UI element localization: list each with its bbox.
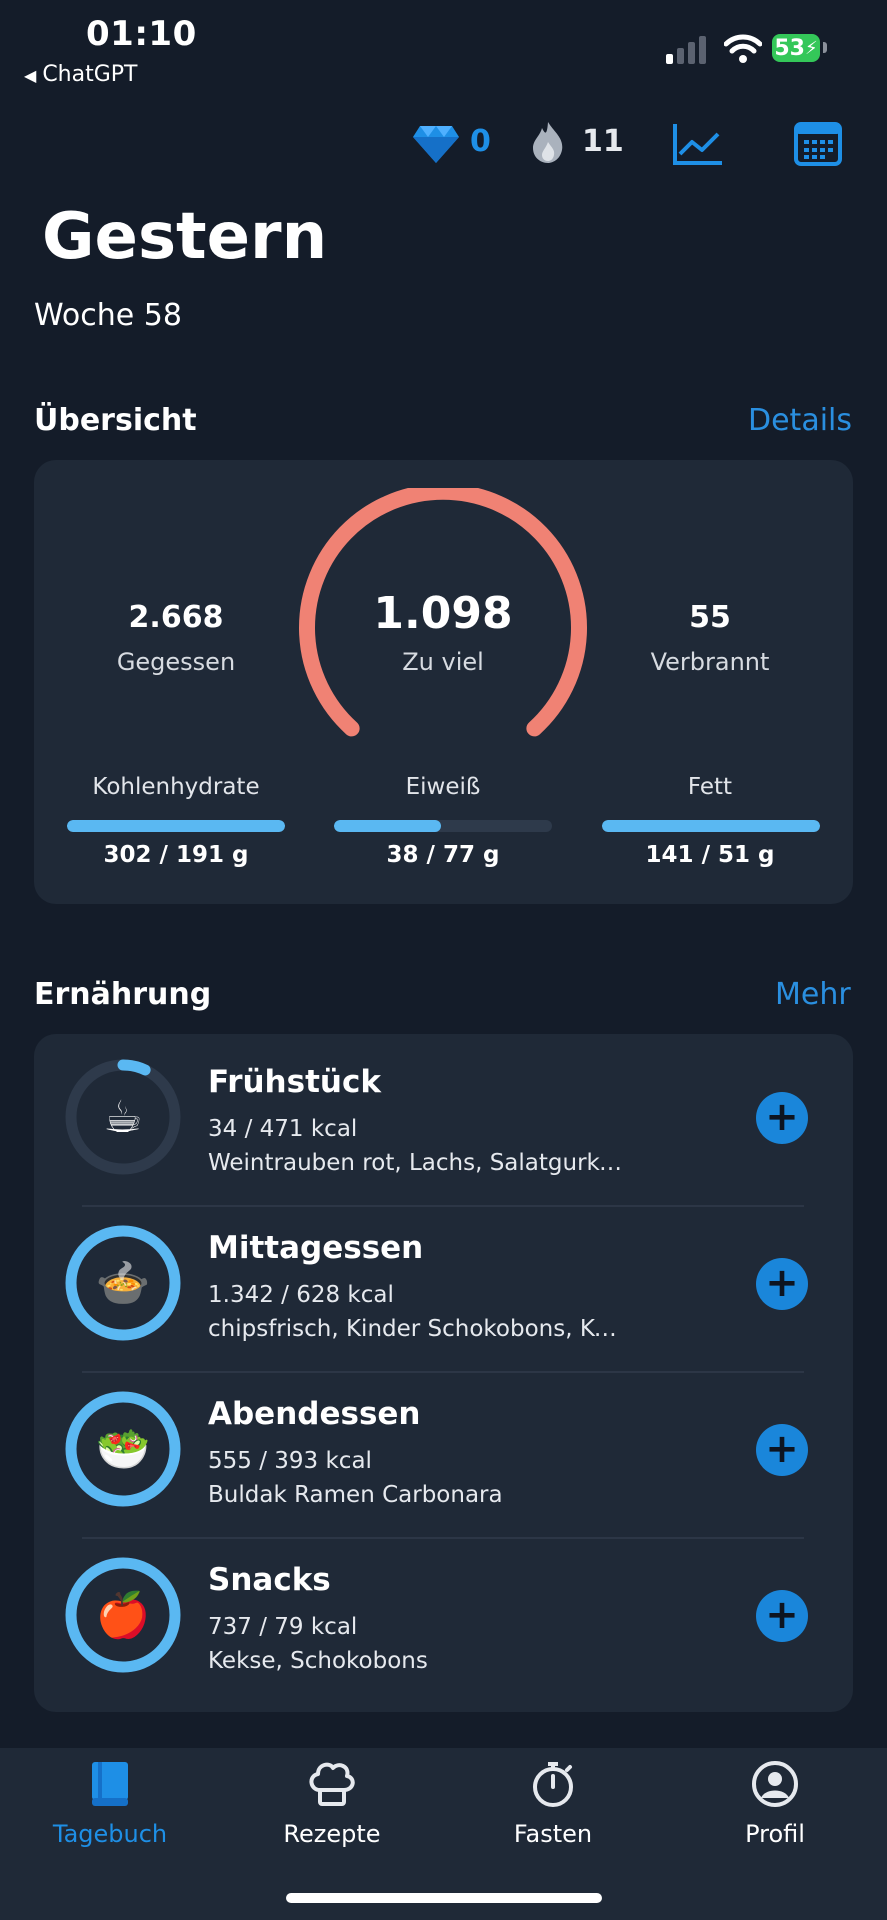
- streak-count: 11: [582, 124, 624, 159]
- fat-bar-fill: [602, 820, 820, 832]
- protein-label: Eiweiß: [405, 774, 481, 800]
- meal-row-dinner[interactable]: 🥗 Abendessen 555 / 393 kcal Buldak Ramen…: [34, 1366, 853, 1532]
- divider: [82, 1205, 804, 1207]
- profile-icon: [752, 1761, 798, 1807]
- more-link[interactable]: Mehr: [775, 977, 851, 1012]
- protein-bar-fill: [334, 820, 441, 832]
- meal-kcal: 34 / 471 kcal: [208, 1116, 358, 1142]
- back-to-app-link[interactable]: ◀ ChatGPT: [24, 62, 137, 87]
- tab-label: Tagebuch: [52, 1820, 168, 1848]
- flame-icon[interactable]: [530, 120, 566, 164]
- meal-name: Mittagessen: [208, 1230, 424, 1266]
- battery-indicator: 53 ⚡: [772, 34, 820, 62]
- add-snacks-button[interactable]: +: [756, 1590, 808, 1642]
- back-arrow-icon: ◀: [24, 66, 37, 85]
- back-app-label: ChatGPT: [42, 62, 138, 87]
- meal-row-breakfast[interactable]: ☕ Frühstück 34 / 471 kcal Weintrauben ro…: [34, 1034, 853, 1200]
- soup-icon: 🍲: [95, 1258, 151, 1309]
- fat-bar: [602, 820, 820, 832]
- home-indicator: [286, 1893, 602, 1903]
- carbs-label: Kohlenhydrate: [92, 774, 260, 800]
- divider: [82, 1371, 804, 1373]
- burned-label: Verbrannt: [650, 648, 770, 676]
- week-label: Woche 58: [34, 298, 182, 333]
- salad-icon: 🥗: [95, 1424, 151, 1475]
- tab-rezepte[interactable]: Rezepte: [247, 1760, 417, 1848]
- calendar-icon[interactable]: [794, 120, 842, 166]
- gem-icon[interactable]: [412, 124, 460, 164]
- tab-tagebuch[interactable]: Tagebuch: [25, 1760, 195, 1848]
- protein-bar: [334, 820, 552, 832]
- book-icon: [92, 1762, 128, 1806]
- cellular-signal-icon: [666, 36, 706, 64]
- calorie-difference-value: 1.098: [373, 588, 513, 639]
- page-title: Gestern: [42, 200, 328, 274]
- meal-name: Abendessen: [208, 1396, 421, 1432]
- chef-hat-icon: [309, 1762, 355, 1806]
- meal-name: Frühstück: [208, 1064, 381, 1100]
- meal-items: Buldak Ramen Carbonara: [208, 1482, 503, 1508]
- meal-kcal: 737 / 79 kcal: [208, 1614, 358, 1640]
- eaten-label: Gegessen: [116, 648, 236, 676]
- meal-row-lunch[interactable]: 🍲 Mittagessen 1.342 / 628 kcal chipsfris…: [34, 1200, 853, 1366]
- fat-label: Fett: [687, 774, 733, 800]
- add-lunch-button[interactable]: +: [756, 1258, 808, 1310]
- calorie-difference-label: Zu viel: [402, 648, 484, 676]
- meal-progress-ring: [65, 1059, 181, 1175]
- meal-kcal: 555 / 393 kcal: [208, 1448, 372, 1474]
- meal-progress-ring: [65, 1225, 181, 1341]
- carbs-value: 302 / 191 g: [103, 842, 249, 868]
- meal-kcal: 1.342 / 628 kcal: [208, 1282, 394, 1308]
- nutrition-title: Ernährung: [34, 977, 212, 1012]
- stopwatch-icon: [533, 1762, 573, 1807]
- meal-items: Weintrauben rot, Lachs, Salatgurke, Cher…: [208, 1150, 628, 1176]
- tab-label: Rezepte: [283, 1820, 381, 1848]
- gem-count: 0: [470, 124, 491, 159]
- meal-row-snacks[interactable]: 🍎 Snacks 737 / 79 kcal Kekse, Schokobons…: [34, 1532, 853, 1698]
- add-dinner-button[interactable]: +: [756, 1424, 808, 1476]
- battery-cap: [823, 42, 827, 53]
- coffee-icon: ☕: [103, 1091, 143, 1143]
- protein-value: 38 / 77 g: [386, 842, 500, 868]
- battery-level: 53: [774, 35, 805, 61]
- meal-progress-ring: [65, 1557, 181, 1673]
- tab-label: Fasten: [513, 1820, 593, 1848]
- tab-bar: [0, 1748, 887, 1920]
- carbs-bar: [67, 820, 285, 832]
- overview-title: Übersicht: [34, 403, 197, 438]
- eaten-value: 2.668: [128, 600, 224, 635]
- tab-label: Profil: [745, 1820, 805, 1848]
- divider: [82, 1537, 804, 1539]
- meal-name: Snacks: [208, 1562, 331, 1598]
- meal-items: Kekse, Schokobons: [208, 1648, 428, 1674]
- burned-value: 55: [689, 600, 731, 635]
- calorie-gauge: [299, 488, 587, 737]
- meal-items: chipsfrisch, Kinder Schokobons, Kekse: [208, 1316, 628, 1342]
- chart-icon[interactable]: [672, 122, 724, 166]
- tab-fasten[interactable]: Fasten: [468, 1760, 638, 1848]
- tab-profil[interactable]: Profil: [690, 1760, 860, 1848]
- fat-value: 141 / 51 g: [645, 842, 775, 868]
- apple-icon: 🍎: [95, 1590, 151, 1641]
- wifi-icon: [724, 34, 762, 63]
- status-time: 01:10: [86, 14, 197, 54]
- charging-bolt-icon: ⚡: [804, 37, 818, 59]
- meal-progress-ring: [65, 1391, 181, 1507]
- carbs-bar-fill: [67, 820, 285, 832]
- add-breakfast-button[interactable]: +: [756, 1092, 808, 1144]
- details-link[interactable]: Details: [748, 403, 853, 438]
- meals-card: ☕ Frühstück 34 / 471 kcal Weintrauben ro…: [34, 1034, 853, 1712]
